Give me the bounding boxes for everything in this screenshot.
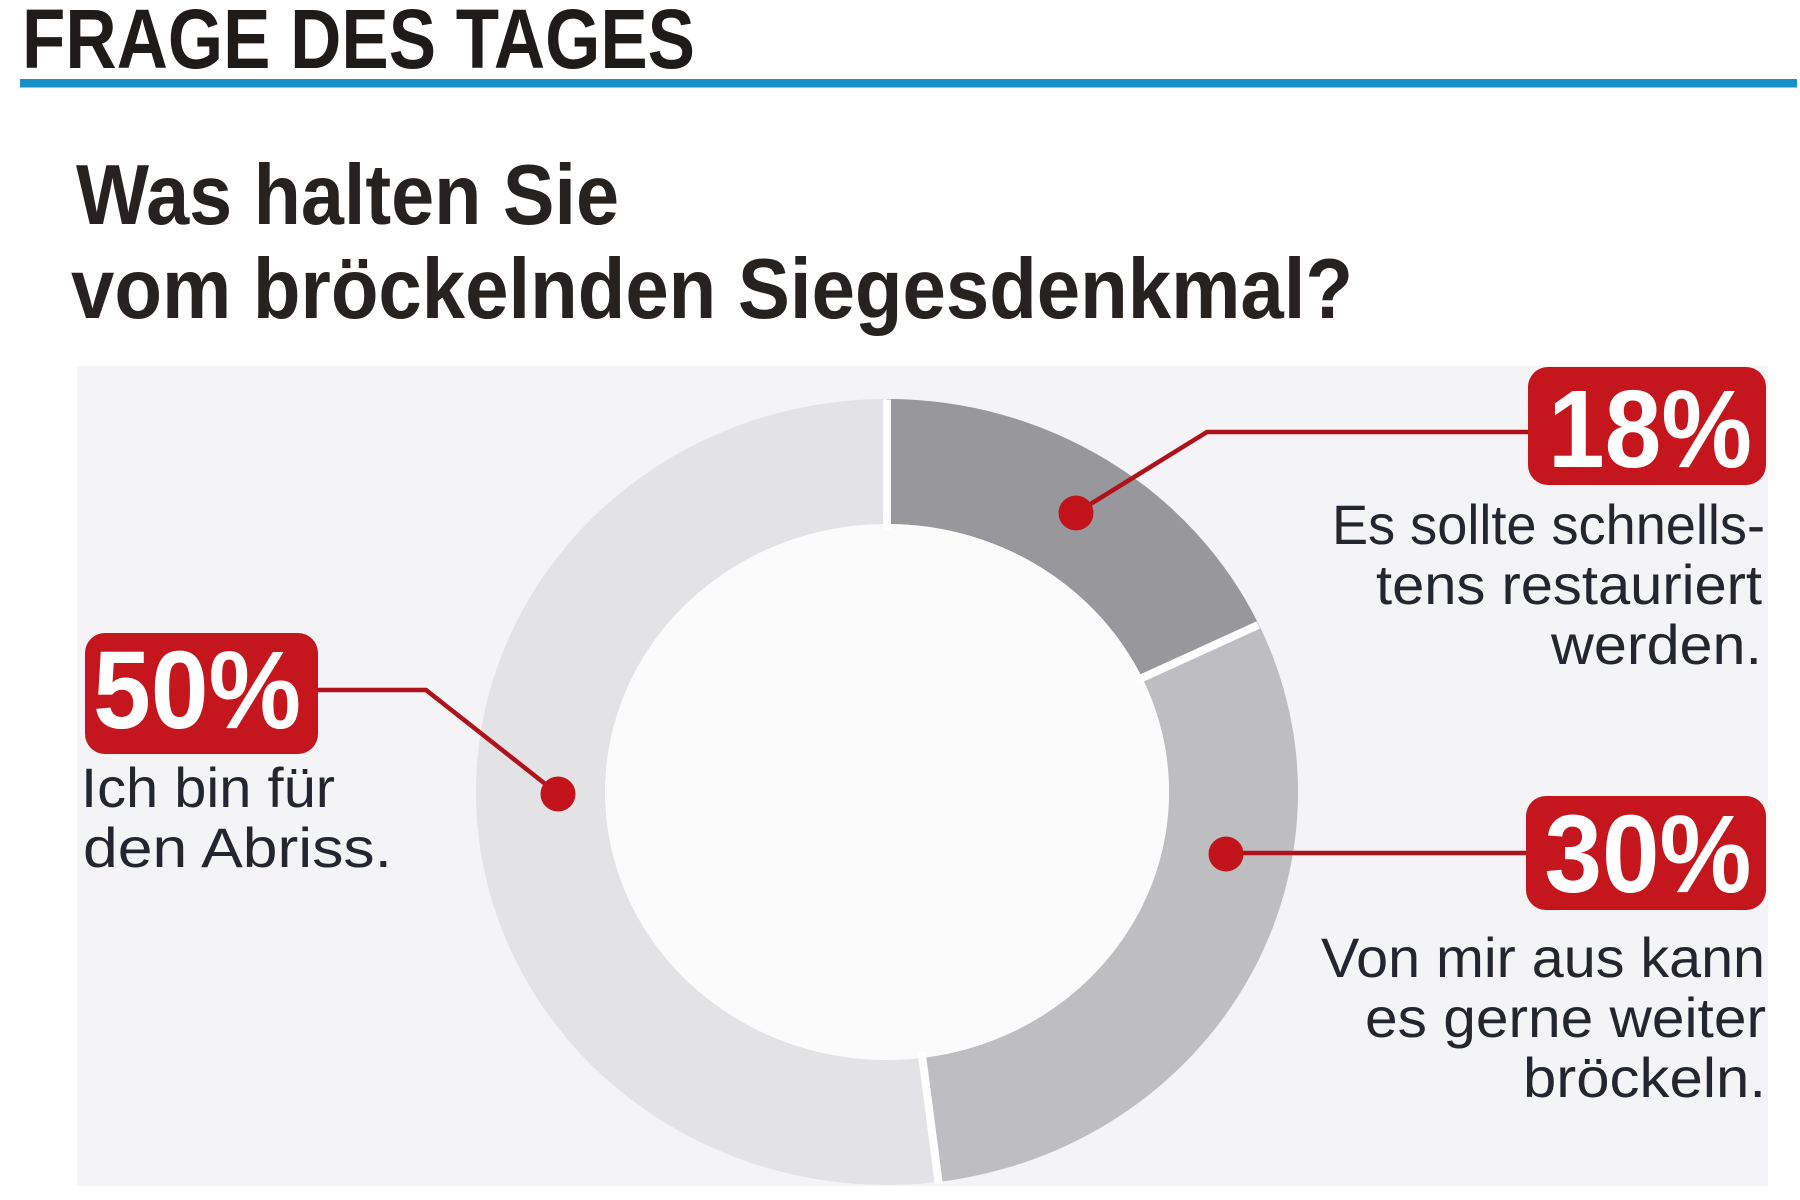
svg-text:vom bröckelnden Siegesdenkmal?: vom bröckelnden Siegesdenkmal? (71, 242, 1353, 337)
svg-text:es gerne weiter: es gerne weiter (1365, 986, 1766, 1049)
svg-text:Was halten Sie: Was halten Sie (76, 148, 619, 243)
svg-text:den Abriss.: den Abriss. (83, 816, 392, 879)
svg-text:30%: 30% (1545, 793, 1752, 916)
svg-text:Von mir aus kann: Von mir aus kann (1321, 926, 1765, 989)
svg-text:Ich bin für: Ich bin für (81, 756, 335, 819)
svg-text:FRAGE DES TAGES: FRAGE DES TAGES (22, 0, 695, 86)
svg-text:50%: 50% (93, 629, 301, 752)
svg-text:tens restauriert: tens restauriert (1376, 553, 1762, 616)
svg-text:werden.: werden. (1550, 613, 1762, 676)
svg-text:Es sollte schnells-: Es sollte schnells- (1332, 493, 1765, 556)
svg-text:18%: 18% (1548, 368, 1752, 491)
svg-text:bröckeln.: bröckeln. (1523, 1046, 1766, 1109)
